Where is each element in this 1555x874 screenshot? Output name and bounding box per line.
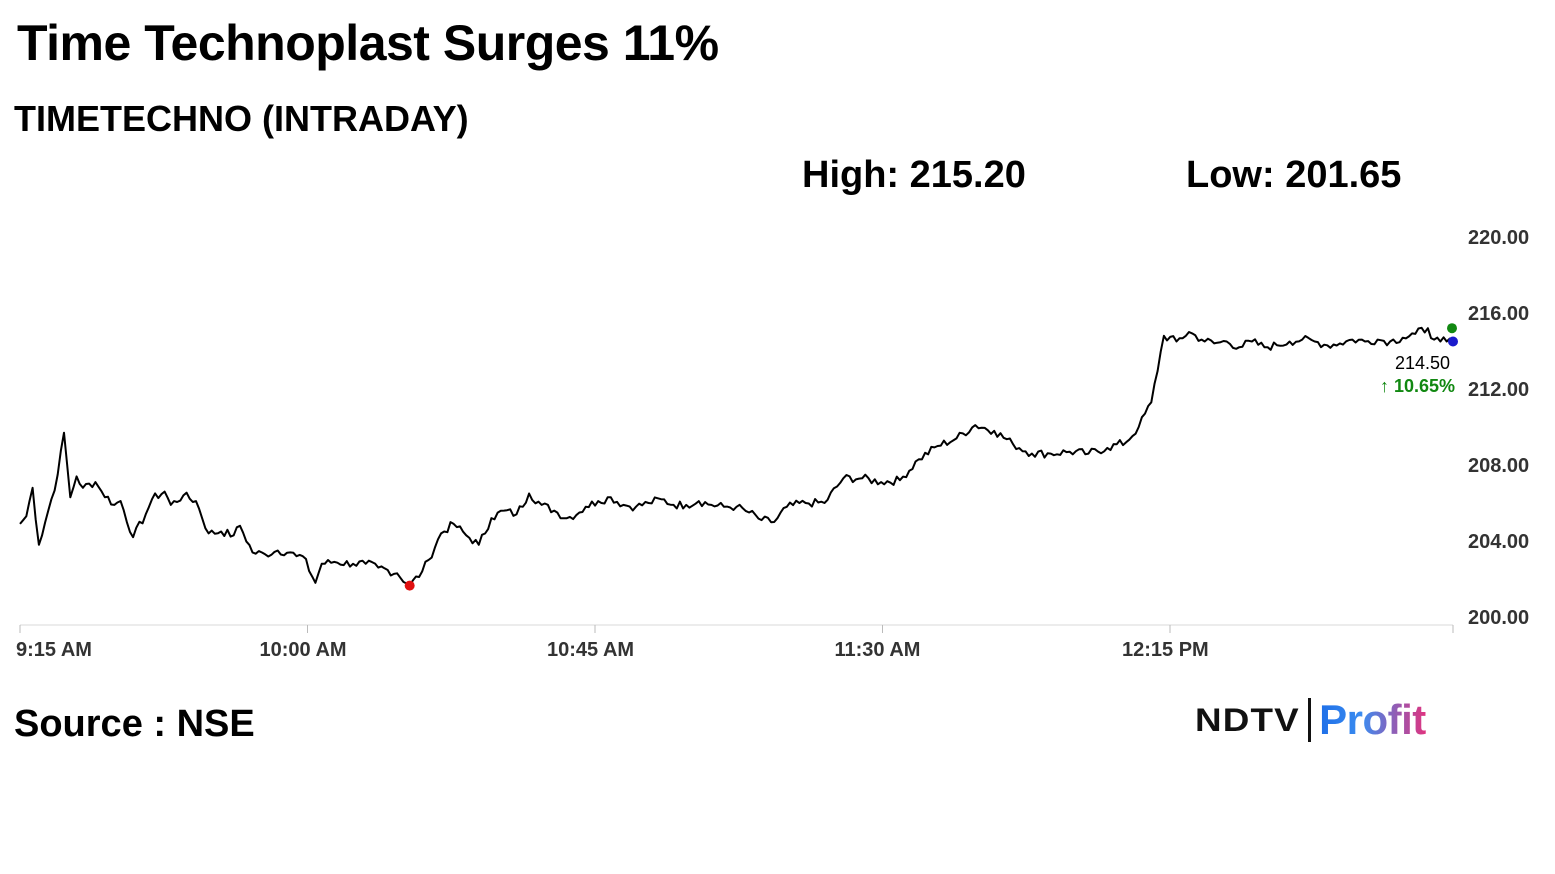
y-tick-label: 220.00 xyxy=(1468,227,1529,249)
last-price-marker xyxy=(1448,336,1458,347)
high-value: 215.20 xyxy=(909,154,1026,196)
chart-title: Time Technoplast Surges 11% xyxy=(17,15,719,71)
change-label: ↑ 10.65% xyxy=(1380,376,1455,396)
high-marker xyxy=(1447,323,1457,334)
y-tick-label: 204.00 xyxy=(1468,531,1529,553)
y-tick-label: 216.00 xyxy=(1468,303,1529,325)
x-tick-label: 12:15 PM xyxy=(1122,639,1209,661)
x-tick-label: 10:45 AM xyxy=(547,639,634,661)
low-label: Low: xyxy=(1186,154,1286,196)
source-note: Source : NSE xyxy=(14,703,255,745)
x-tick-label: 11:30 AM xyxy=(835,639,921,661)
x-tick-label: 10:00 AM xyxy=(260,639,347,661)
chart-subtitle: TIMETECHNO (INTRADAY) xyxy=(14,98,469,139)
high-stat: High: 215.20 xyxy=(802,154,1026,197)
y-tick-label: 200.00 xyxy=(1468,607,1529,629)
y-tick-label: 208.00 xyxy=(1468,455,1529,477)
price-line xyxy=(19,326,1454,587)
logo-divider xyxy=(1308,698,1312,742)
logo-ndtv-text: NDTV xyxy=(1195,701,1300,738)
low-marker xyxy=(404,580,415,591)
last-price-label: 214.50 xyxy=(1395,353,1450,373)
x-tick-label: 9:15 AM xyxy=(16,639,92,661)
high-label: High: xyxy=(802,154,910,196)
low-value: 201.65 xyxy=(1285,154,1402,196)
logo-profit-text: Profit xyxy=(1319,696,1426,743)
intraday-chart: 9:15 AM 10:00 AM 10:45 AM 11:30 AM 12:15 PM 2… xyxy=(16,227,1529,661)
low-stat: Low: 201.65 xyxy=(1186,154,1401,197)
y-tick-label: 212.00 xyxy=(1468,379,1529,401)
ndtv-profit-logo: NDTV Profit xyxy=(1195,696,1426,744)
